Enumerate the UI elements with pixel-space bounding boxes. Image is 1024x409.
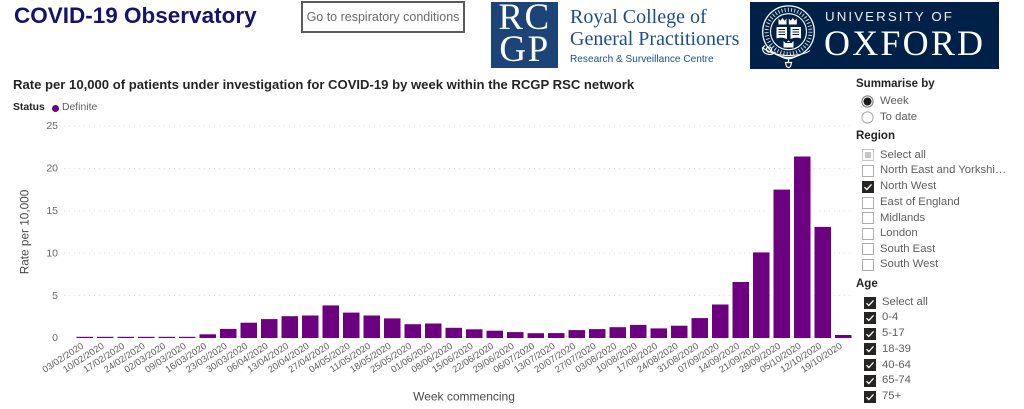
svg-text:25: 25 [46, 120, 58, 132]
svg-text:0: 0 [52, 332, 58, 344]
svg-text:15: 15 [46, 205, 58, 217]
svg-text:Rate per 10,000: Rate per 10,000 [18, 189, 32, 274]
svg-text:20: 20 [46, 163, 58, 175]
svg-text:10: 10 [46, 247, 58, 259]
svg-text:5: 5 [52, 290, 58, 302]
svg-text:Week commencing: Week commencing [413, 390, 515, 404]
